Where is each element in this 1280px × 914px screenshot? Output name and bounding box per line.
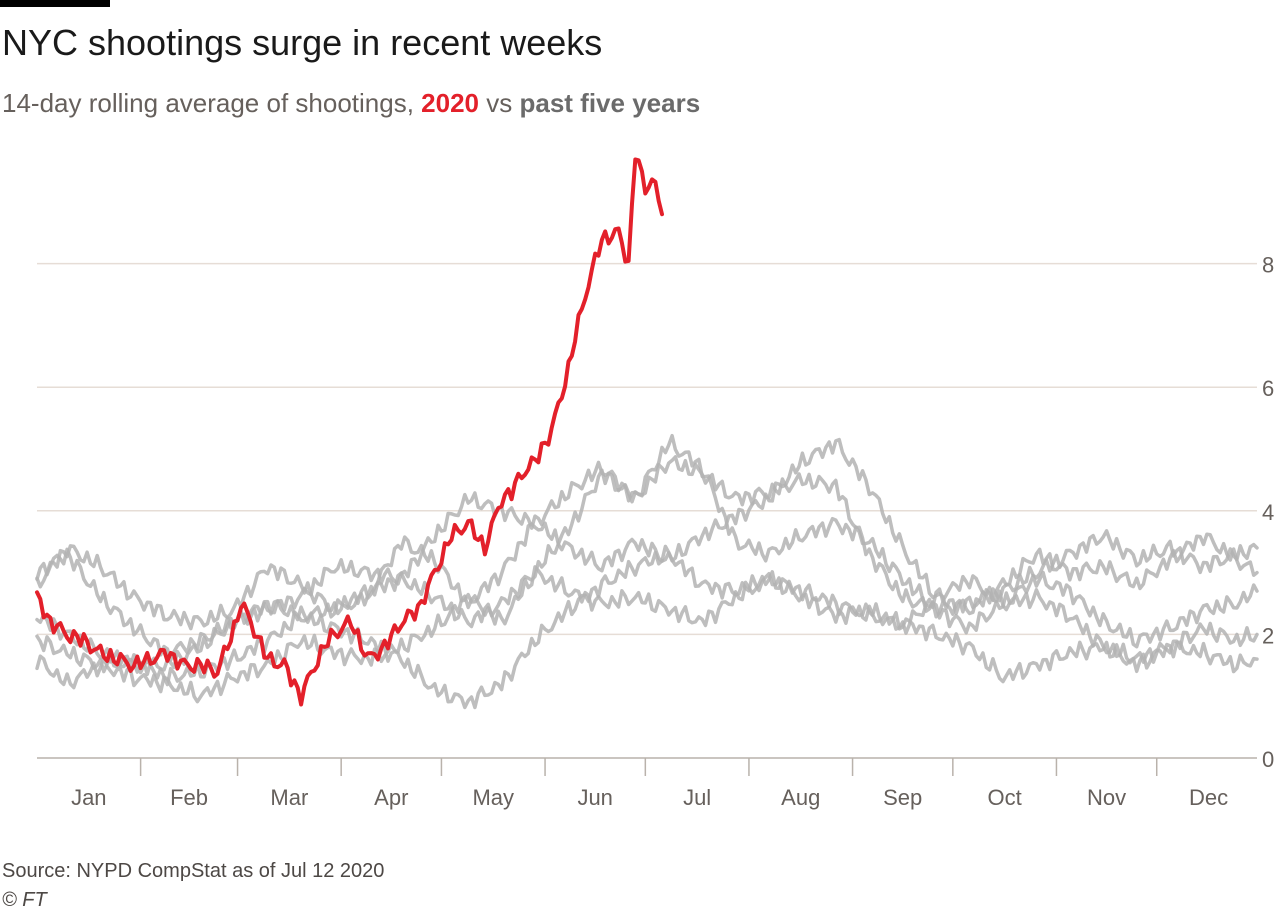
x-tick-label-sep: Sep	[883, 785, 922, 810]
subtitle-middle: vs	[486, 88, 513, 118]
x-tick-label-may: May	[472, 785, 514, 810]
y-axis: 0 2 4 6 8	[1262, 253, 1274, 772]
x-tick-label-jan: Jan	[71, 785, 106, 810]
line-chart: 0 2 4 6 8 Jan Feb Mar Apr May Jun Jul Aug Sep Oct Nov D…	[35, 157, 1274, 810]
x-axis: Jan Feb Mar Apr May Jun Jul Aug Sep Oct Nov Dec	[71, 758, 1228, 810]
x-tick-label-feb: Feb	[170, 785, 208, 810]
subtitle-highlight-past-years: past five years	[519, 88, 701, 118]
series-line-2020	[35, 157, 664, 707]
x-tick-label-mar: Mar	[270, 785, 308, 810]
x-tick-label-nov: Nov	[1087, 785, 1126, 810]
x-tick-label-apr: Apr	[374, 785, 408, 810]
y-tick-label: 6	[1262, 376, 1274, 401]
series-line-past-year-4	[35, 544, 1259, 710]
y-tick-label: 4	[1262, 500, 1274, 525]
x-tick-label-dec: Dec	[1189, 785, 1228, 810]
x-tick-label-jul: Jul	[683, 785, 711, 810]
copyright-note: © FT	[2, 889, 47, 911]
subtitle-prefix: 14-day rolling average of shootings,	[2, 88, 414, 118]
series-line-past-year-5	[35, 565, 1259, 704]
x-tick-label-oct: Oct	[988, 785, 1022, 810]
brand-top-bar	[0, 0, 110, 7]
source-note: Source: NYPD CompStat as of Jul 12 2020	[2, 860, 385, 882]
chart-title: NYC shootings surge in recent weeks	[2, 22, 603, 63]
x-tick-label-jun: Jun	[577, 785, 612, 810]
subtitle-highlight-2020: 2020	[421, 88, 480, 118]
gridlines	[37, 262, 1257, 759]
y-tick-label: 2	[1262, 623, 1274, 648]
y-tick-label: 8	[1262, 253, 1274, 278]
x-tick-label-aug: Aug	[781, 785, 820, 810]
series-lines	[35, 157, 1259, 710]
y-tick-label: 0	[1262, 747, 1274, 772]
chart-subtitle: 14-day rolling average of shootings, 202…	[2, 88, 700, 119]
